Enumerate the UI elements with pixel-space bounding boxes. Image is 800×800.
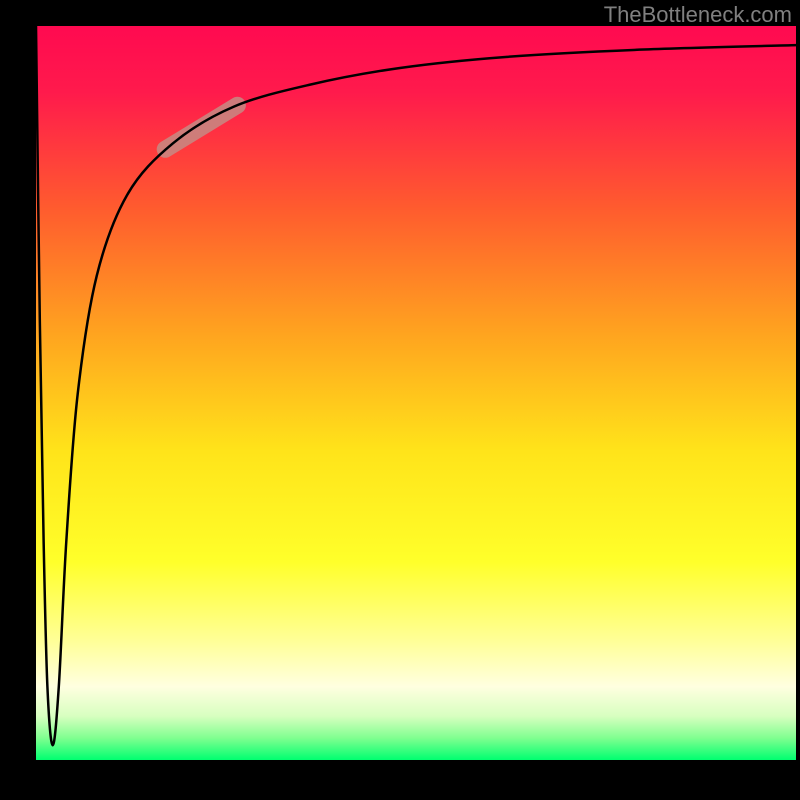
highlight-segment [165, 105, 237, 149]
bottleneck-curve [36, 26, 796, 745]
watermark-text: TheBottleneck.com [604, 2, 792, 28]
plot-area [36, 26, 796, 760]
chart-container: TheBottleneck.com [0, 0, 800, 800]
curve-layer [36, 26, 796, 760]
